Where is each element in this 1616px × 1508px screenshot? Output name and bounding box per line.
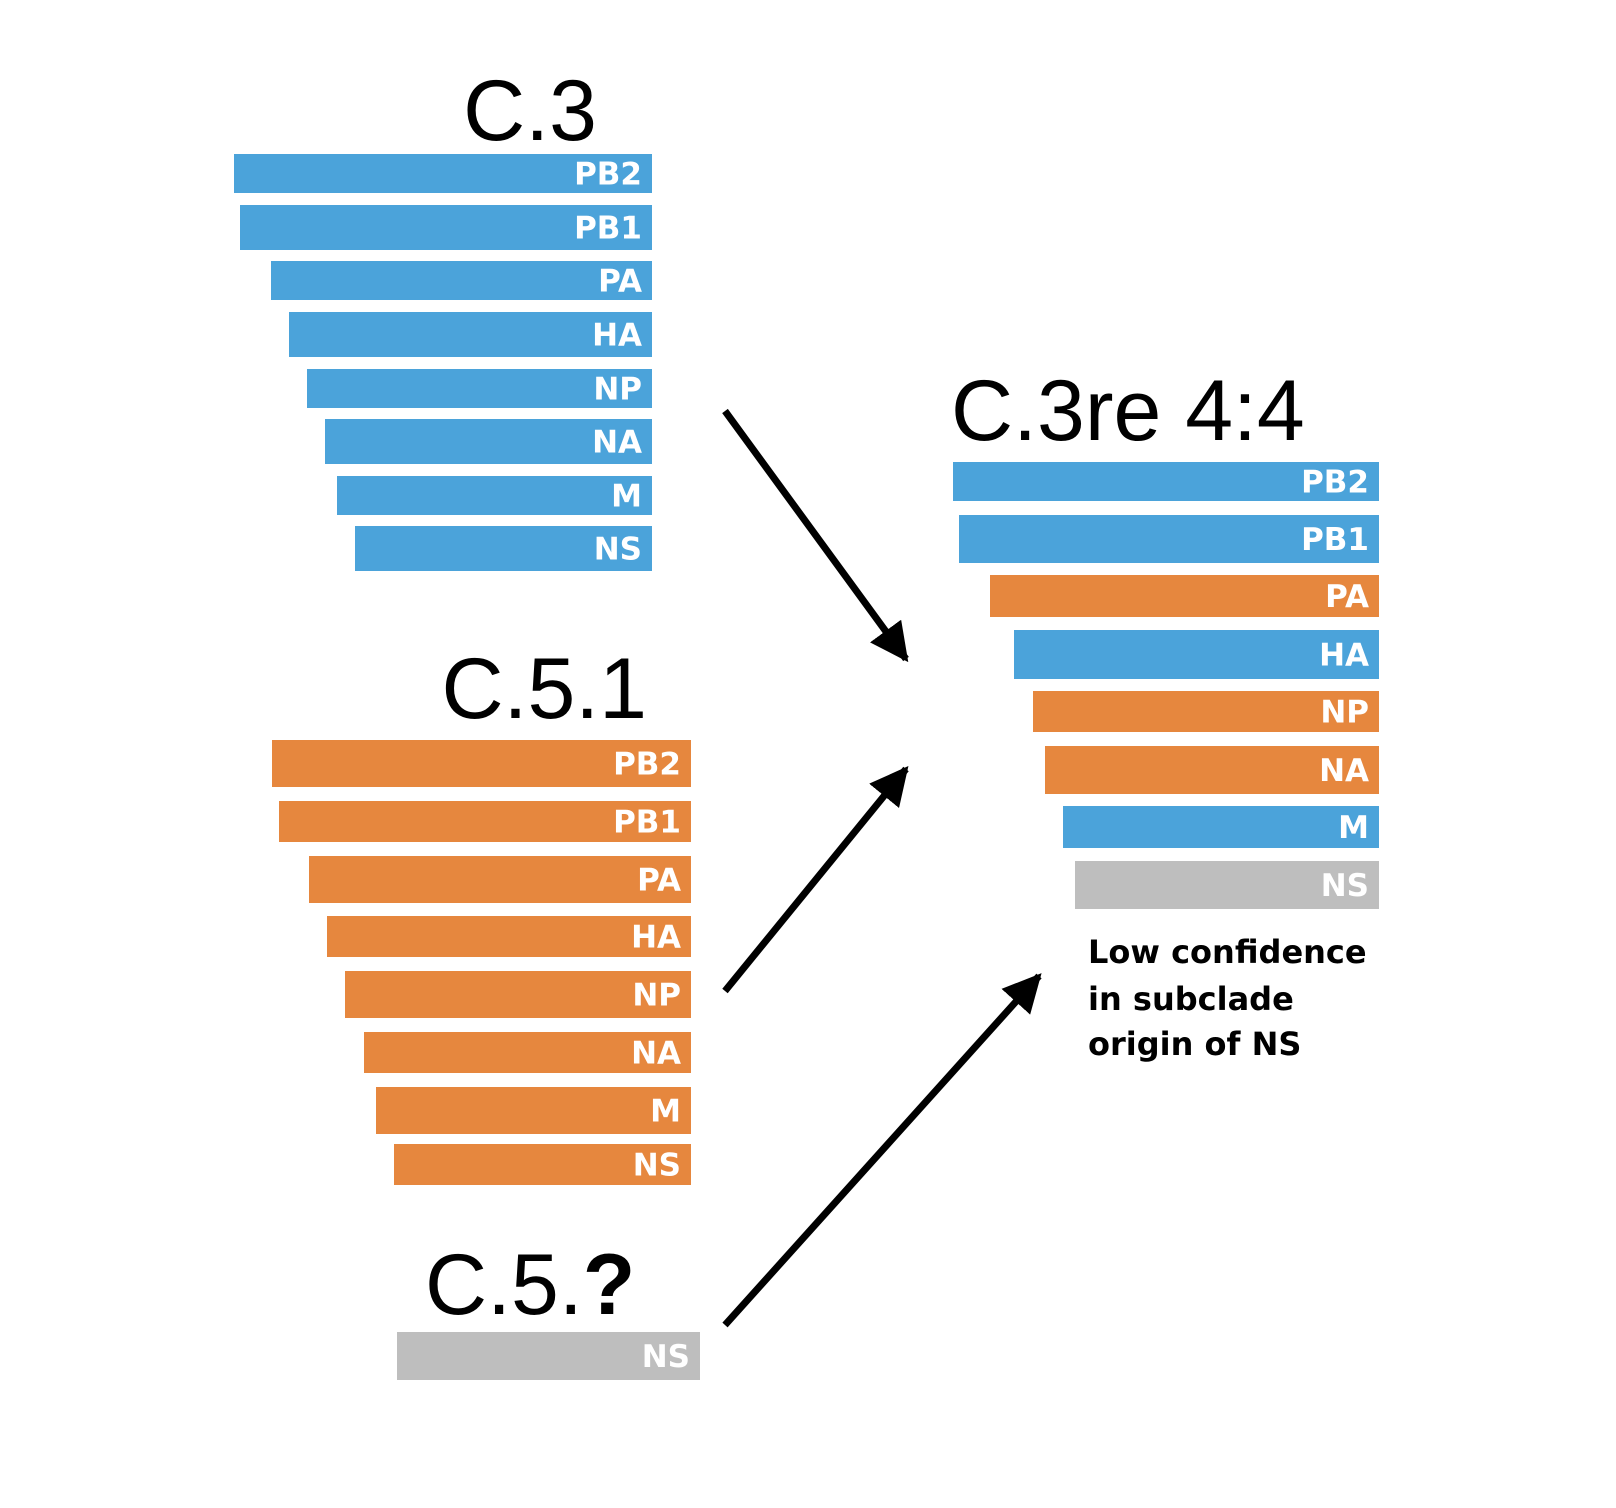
- group-title-c3: C.3: [463, 63, 597, 159]
- segment-bar-ha: HA: [327, 916, 691, 957]
- segment-label: PB1: [1301, 522, 1369, 558]
- segment-bar-np: NP: [1033, 691, 1379, 732]
- segment-label: NS: [633, 1148, 681, 1184]
- segment-label: NS: [642, 1339, 690, 1375]
- segment-bar-fill: [289, 312, 652, 357]
- segment-bar-fill: [240, 205, 652, 250]
- segment-bar-m: M: [1063, 806, 1379, 848]
- segment-label: PB2: [1301, 465, 1369, 501]
- segment-bar-fill: [345, 971, 691, 1018]
- segment-label: NA: [1319, 753, 1369, 789]
- segment-bar-fill: [309, 856, 691, 903]
- segment-bar-na: NA: [325, 419, 652, 464]
- segment-bar-pb2: PB2: [234, 154, 652, 193]
- segment-bar-fill: [307, 369, 652, 408]
- segment-bar-ns: NS: [394, 1144, 691, 1185]
- segment-bar-fill: [327, 916, 691, 957]
- segment-bar-m: M: [376, 1087, 691, 1134]
- segment-stack-c3: PB2 PB1 PA HA NP NA M NS: [234, 154, 652, 571]
- segment-bar-fill: [394, 1144, 691, 1185]
- segment-bar-fill: [1045, 746, 1379, 794]
- segment-bar-ha: HA: [1014, 630, 1379, 679]
- segment-stack-c5-unknown: NS: [397, 1332, 700, 1380]
- segment-label: PA: [598, 264, 642, 300]
- segment-bar-fill: [397, 1332, 700, 1380]
- segment-label: M: [650, 1094, 681, 1130]
- segment-bar-fill: [1063, 806, 1379, 848]
- segment-bar-fill: [376, 1087, 691, 1134]
- segment-label: NS: [594, 532, 642, 568]
- segment-bar-pb2: PB2: [272, 740, 691, 787]
- segment-bar-ha: HA: [289, 312, 652, 357]
- arrow-c3-to-c3re: [722, 408, 909, 663]
- note-line: origin of NS: [1088, 1025, 1301, 1063]
- segment-bar-m: M: [337, 476, 652, 515]
- segment-bar-ns: NS: [397, 1332, 700, 1380]
- segment-bar-fill: [1033, 691, 1379, 732]
- segment-bar-fill: [364, 1032, 691, 1073]
- segment-label: NS: [1321, 868, 1369, 904]
- segment-bar-fill: [337, 476, 652, 515]
- segment-bar-pb1: PB1: [279, 801, 691, 842]
- segment-bar-fill: [1014, 630, 1379, 679]
- segment-label: NP: [593, 372, 642, 408]
- note-line: in subclade: [1088, 980, 1294, 1018]
- segment-label: NP: [1320, 695, 1369, 731]
- segment-bar-pb2: PB2: [953, 462, 1379, 501]
- segment-stack-c3re: PB2 PB1 PA HA NP NA M NS: [953, 462, 1379, 909]
- arrow-c51-to-c3re: [722, 766, 909, 994]
- segment-bar-fill: [279, 801, 691, 842]
- segment-label: PA: [1325, 579, 1369, 615]
- segment-label: PB2: [574, 157, 642, 193]
- title-question-mark: ?: [583, 1237, 636, 1333]
- segment-bar-na: NA: [364, 1032, 691, 1073]
- segment-bar-pa: PA: [990, 575, 1379, 617]
- segment-label: NA: [592, 425, 642, 461]
- segment-label: HA: [1319, 638, 1369, 674]
- segment-bar-fill: [953, 462, 1379, 501]
- segment-bar-fill: [272, 740, 691, 787]
- segment-bar-ns: NS: [355, 526, 652, 571]
- segment-label: M: [611, 479, 642, 515]
- segment-bar-np: NP: [307, 369, 652, 408]
- segment-bar-pb1: PB1: [959, 515, 1379, 563]
- segment-label: NP: [632, 978, 681, 1014]
- segment-bar-fill: [990, 575, 1379, 617]
- note-line: Low confidence: [1088, 933, 1367, 971]
- segment-label: PB1: [613, 805, 681, 841]
- segment-bar-pb1: PB1: [240, 205, 652, 250]
- segment-bar-pa: PA: [309, 856, 691, 903]
- arrow-c5-unknown-to-c3re: [722, 973, 1042, 1328]
- segment-bar-pa: PA: [271, 261, 652, 300]
- segment-label: NA: [631, 1036, 681, 1072]
- segment-label: PB2: [613, 747, 681, 783]
- group-title-c3re: C.3re 4:4: [951, 363, 1305, 459]
- segment-bar-na: NA: [1045, 746, 1379, 794]
- segment-bar-fill: [1075, 861, 1379, 909]
- segment-bar-fill: [271, 261, 652, 300]
- segment-bar-fill: [355, 526, 652, 571]
- segment-bar-fill: [325, 419, 652, 464]
- group-title-c51: C.5.1: [441, 641, 647, 737]
- group-title-c5-unknown: C.5.?: [425, 1237, 635, 1333]
- segment-label: PB1: [574, 211, 642, 247]
- segment-label: M: [1338, 810, 1369, 846]
- segment-label: HA: [631, 920, 681, 956]
- segment-label: HA: [592, 318, 642, 354]
- segment-stack-c51: PB2 PB1 PA HA NP NA M NS: [272, 740, 691, 1185]
- segment-label: PA: [637, 863, 681, 899]
- title-prefix: C.5.: [425, 1237, 583, 1333]
- segment-bar-ns: NS: [1075, 861, 1379, 909]
- segment-bar-fill: [959, 515, 1379, 563]
- ns-confidence-note: Low confidence in subclade origin of NS: [1088, 933, 1378, 1063]
- segment-bar-fill: [234, 154, 652, 193]
- segment-bar-np: NP: [345, 971, 691, 1018]
